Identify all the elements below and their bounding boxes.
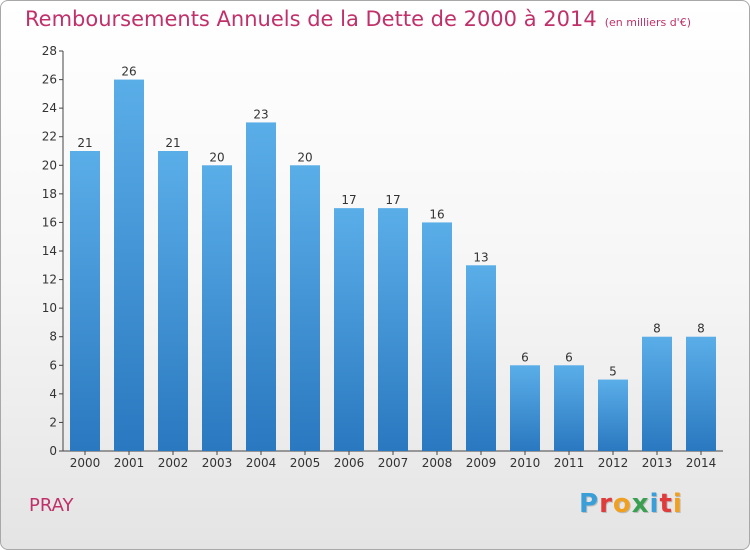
y-tick-label: 18 <box>42 187 57 201</box>
x-tick-label: 2005 <box>290 456 321 470</box>
y-tick-label: 28 <box>42 44 57 58</box>
bar-value-label: 16 <box>429 207 444 221</box>
logo-letter: P <box>579 489 600 519</box>
bar-value-label: 17 <box>385 193 400 207</box>
y-tick-label: 4 <box>49 387 57 401</box>
bar-value-label: 23 <box>253 107 268 121</box>
chart-title-text: Remboursements Annuels de la Dette de 20… <box>25 7 597 31</box>
bar-value-label: 8 <box>653 322 661 336</box>
x-tick-label: 2004 <box>246 456 277 470</box>
chart-unit-label: (en milliers d'€) <box>604 16 691 29</box>
x-tick-label: 2012 <box>598 456 629 470</box>
logo-letter: r <box>599 489 613 519</box>
x-tick-label: 2002 <box>158 456 189 470</box>
x-tick-label: 2010 <box>510 456 541 470</box>
bar-value-label: 21 <box>165 136 180 150</box>
bar-2000 <box>70 151 100 451</box>
y-tick-label: 6 <box>49 358 57 372</box>
bar-value-label: 20 <box>297 150 312 164</box>
bar-2004 <box>246 122 276 451</box>
x-tick-label: 2008 <box>422 456 453 470</box>
y-tick-label: 0 <box>49 444 57 458</box>
bar-value-label: 21 <box>77 136 92 150</box>
x-tick-label: 2003 <box>202 456 233 470</box>
bar-2005 <box>290 165 320 452</box>
chart-title: Remboursements Annuels de la Dette de 20… <box>25 7 691 31</box>
y-tick-label: 10 <box>42 301 57 315</box>
bar-2007 <box>378 208 408 451</box>
bar-2012 <box>598 379 628 451</box>
bar-value-label: 17 <box>341 193 356 207</box>
x-tick-label: 2014 <box>686 456 717 470</box>
y-tick-label: 14 <box>42 244 57 258</box>
bar-value-label: 13 <box>473 250 488 264</box>
city-name: PRAY <box>29 495 74 516</box>
y-tick-label: 22 <box>42 130 57 144</box>
bar-2002 <box>158 151 188 451</box>
x-tick-label: 2007 <box>378 456 409 470</box>
bar-2013 <box>642 336 672 451</box>
y-tick-label: 12 <box>42 273 57 287</box>
x-tick-label: 2000 <box>70 456 101 470</box>
logo-letter: i <box>672 489 683 519</box>
bar-value-label: 20 <box>209 150 224 164</box>
bar-2014 <box>686 336 716 451</box>
y-tick-label: 24 <box>42 101 57 115</box>
bar-2008 <box>422 222 452 451</box>
bar-value-label: 5 <box>609 365 617 379</box>
x-tick-label: 2001 <box>114 456 145 470</box>
bar-value-label: 6 <box>565 350 573 364</box>
y-tick-label: 8 <box>49 330 57 344</box>
bar-2011 <box>554 365 584 451</box>
y-tick-label: 16 <box>42 215 57 229</box>
bar-2009 <box>466 265 496 451</box>
bar-2006 <box>334 208 364 451</box>
bar-value-label: 6 <box>521 350 529 364</box>
proxiti-logo: Proxiti <box>579 489 683 519</box>
bar-value-label: 8 <box>697 322 705 336</box>
logo-letter: x <box>631 489 650 519</box>
bar-value-label: 26 <box>121 65 136 79</box>
y-tick-label: 20 <box>42 158 57 172</box>
logo-letter: t <box>659 489 673 519</box>
bar-2001 <box>114 79 144 452</box>
x-tick-label: 2006 <box>334 456 365 470</box>
x-tick-label: 2013 <box>642 456 673 470</box>
y-tick-label: 26 <box>42 73 57 87</box>
logo-letter: i <box>649 489 660 519</box>
y-tick-label: 2 <box>49 415 57 429</box>
bar-2003 <box>202 165 232 452</box>
logo-letter: o <box>612 489 632 519</box>
x-tick-label: 2011 <box>554 456 585 470</box>
x-tick-label: 2009 <box>466 456 497 470</box>
bar-2010 <box>510 365 540 451</box>
